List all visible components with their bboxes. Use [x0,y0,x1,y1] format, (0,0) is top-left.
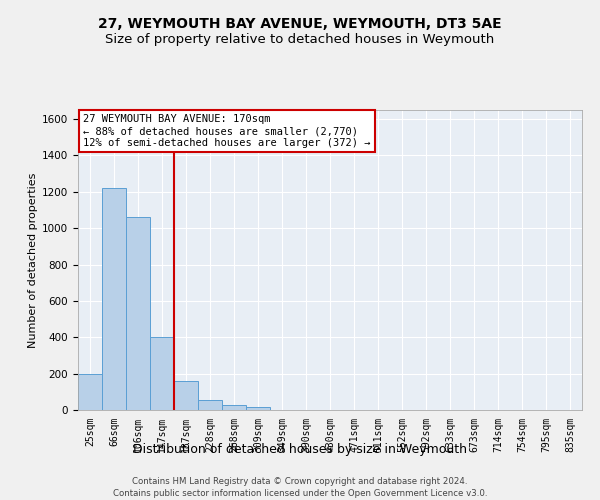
Bar [246,408,270,410]
Bar [198,400,222,410]
Text: Size of property relative to detached houses in Weymouth: Size of property relative to detached ho… [106,32,494,46]
Y-axis label: Number of detached properties: Number of detached properties [28,172,38,348]
Text: 27, WEYMOUTH BAY AVENUE, WEYMOUTH, DT3 5AE: 27, WEYMOUTH BAY AVENUE, WEYMOUTH, DT3 5… [98,18,502,32]
Bar [174,381,198,410]
Bar [222,406,246,410]
Text: Distribution of detached houses by size in Weymouth: Distribution of detached houses by size … [133,442,467,456]
Text: Contains HM Land Registry data © Crown copyright and database right 2024.
Contai: Contains HM Land Registry data © Crown c… [113,476,487,498]
Bar [78,374,102,410]
Bar [150,338,174,410]
Text: 27 WEYMOUTH BAY AVENUE: 170sqm
← 88% of detached houses are smaller (2,770)
12% : 27 WEYMOUTH BAY AVENUE: 170sqm ← 88% of … [83,114,371,148]
Bar [126,218,150,410]
Bar [102,188,126,410]
